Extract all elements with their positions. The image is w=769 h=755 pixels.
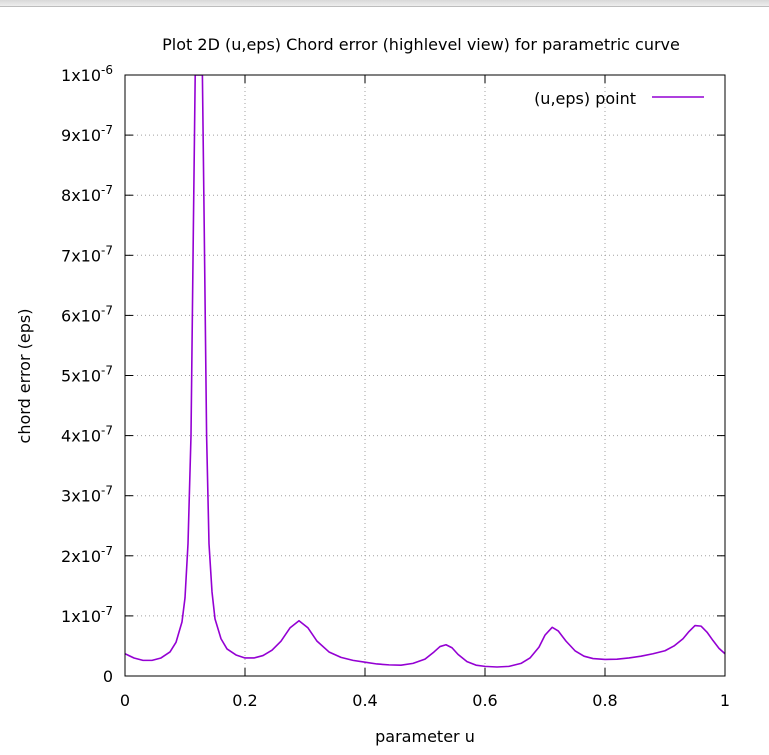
y-tick-label: 6x10-7 <box>61 303 113 325</box>
x-tick-label: 0.8 <box>592 691 617 710</box>
series-layer <box>125 75 725 668</box>
legend: (u,eps) point <box>534 89 704 108</box>
label-layer: Plot 2D (u,eps) Chord error (highlevel v… <box>15 35 680 746</box>
y-tick-label: 2x10-7 <box>61 544 113 566</box>
x-tick-label: 1 <box>720 691 730 710</box>
x-tick-label: 0.6 <box>472 691 497 710</box>
x-tick-label: 0 <box>120 691 130 710</box>
y-tick-label: 0 <box>103 667 113 686</box>
tick-layer: 0 0.2 0.4 0.6 0.8 1 0 1x10-7 2x10-7 3x10-7 4x10-7 5… <box>61 63 730 710</box>
window-top-edge <box>0 0 769 7</box>
legend-label: (u,eps) point <box>534 89 636 108</box>
y-tick-label: 8x10-7 <box>61 183 113 205</box>
y-tick-label: 1x10-7 <box>61 604 113 626</box>
y-tick-label: 9x10-7 <box>61 123 113 145</box>
y-tick-label: 1x10-6 <box>61 63 113 85</box>
chart-title: Plot 2D (u,eps) Chord error (highlevel v… <box>162 35 680 54</box>
y-tick-label: 3x10-7 <box>61 484 113 506</box>
x-tick-label: 0.4 <box>352 691 377 710</box>
y-axis-label: chord error (eps) <box>15 309 34 444</box>
series-line <box>125 75 725 668</box>
y-tick-label: 4x10-7 <box>61 424 113 446</box>
y-tick-label: 7x10-7 <box>61 243 113 265</box>
grid-layer <box>125 75 725 676</box>
x-tick-label: 0.2 <box>232 691 257 710</box>
x-axis-label: parameter u <box>375 727 475 746</box>
y-tick-label: 5x10-7 <box>61 364 113 386</box>
